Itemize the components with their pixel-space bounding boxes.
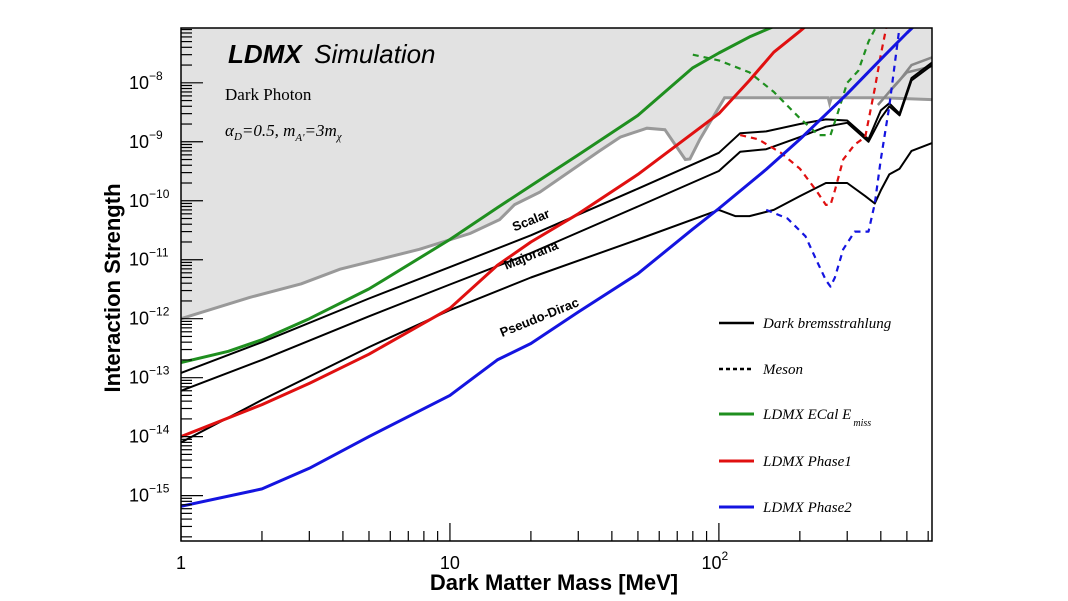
m-sub: A' — [294, 132, 305, 144]
title-bold: LDMX — [228, 39, 303, 69]
series-majorana — [181, 64, 932, 392]
series-ldmx-ecal-e-miss — [181, 28, 775, 365]
legend-item: LDMX Phase2 — [719, 500, 852, 516]
constraint-line-1 — [888, 56, 932, 93]
series-meson-ecal-emiss- — [692, 28, 877, 137]
curves — [181, 28, 932, 508]
legend: Dark bremsstrahlung Meson LDMX ECal Emiss L… — [719, 316, 892, 516]
excluded-region — [181, 28, 932, 321]
curve-label-scalar: Scalar — [510, 206, 552, 235]
y-tick-label: 10−8 — [129, 69, 163, 93]
legend-item: LDMX ECal Emiss — [719, 407, 871, 429]
legend-item: Meson — [719, 362, 803, 378]
legend-item: Dark bremsstrahlung — [719, 316, 892, 332]
y-tick-label: 10−9 — [129, 128, 163, 152]
x-axis-title: Dark Matter Mass [MeV] — [430, 570, 678, 595]
y-tick-label: 10−15 — [129, 482, 170, 506]
legend-label: LDMX ECal Emiss — [762, 407, 871, 429]
plot-frame — [180, 27, 933, 542]
series-scalar — [181, 61, 932, 374]
title-rest: Simulation — [314, 39, 435, 69]
y-axis-title: Interaction Strength — [100, 183, 125, 392]
alpha-sub: D — [233, 131, 242, 143]
x-tick-label: 1 — [176, 553, 186, 573]
x-tick-label: 102 — [702, 549, 729, 573]
chart-title: LDMX Simulation — [228, 39, 436, 69]
alpha-value: =0.5, — [242, 121, 283, 140]
series-ldmx-phase1 — [181, 28, 807, 438]
legend-label: LDMX Phase2 — [762, 500, 852, 516]
m-eq: =3m — [304, 121, 336, 140]
legend-label: Meson — [762, 362, 803, 378]
series-meson-phase2- — [765, 28, 901, 288]
y-tick-label: 10−13 — [129, 364, 170, 388]
plot-border — [180, 27, 933, 542]
y-tick-label: 10−14 — [129, 423, 170, 447]
legend-label: Dark bremsstrahlung — [762, 316, 892, 332]
alpha-symbol: α — [225, 121, 235, 140]
series-ldmx-phase2 — [181, 28, 915, 508]
axis-ticks: 1 10 102 10−8 10−9 10−10 10−11 10−12 10−13 10−14 1… — [129, 28, 929, 573]
x-tick-label: 10 — [440, 553, 460, 573]
m-symbol: m — [283, 121, 295, 140]
chi-sub: χ — [336, 131, 343, 143]
excluded-region-fill — [181, 28, 932, 319]
excluded-region-edge — [181, 96, 932, 321]
parameter-annotation: αD=0.5, mA'=3mχ — [225, 121, 343, 144]
subtitle: Dark Photon — [225, 85, 312, 104]
series-pseudo-dirac — [181, 142, 932, 444]
legend-item: LDMX Phase1 — [719, 454, 852, 470]
legend-label: LDMX Phase1 — [762, 454, 852, 470]
y-tick-label: 10−12 — [129, 305, 170, 329]
y-tick-label: 10−11 — [129, 246, 169, 270]
y-tick-label: 10−10 — [129, 187, 170, 211]
